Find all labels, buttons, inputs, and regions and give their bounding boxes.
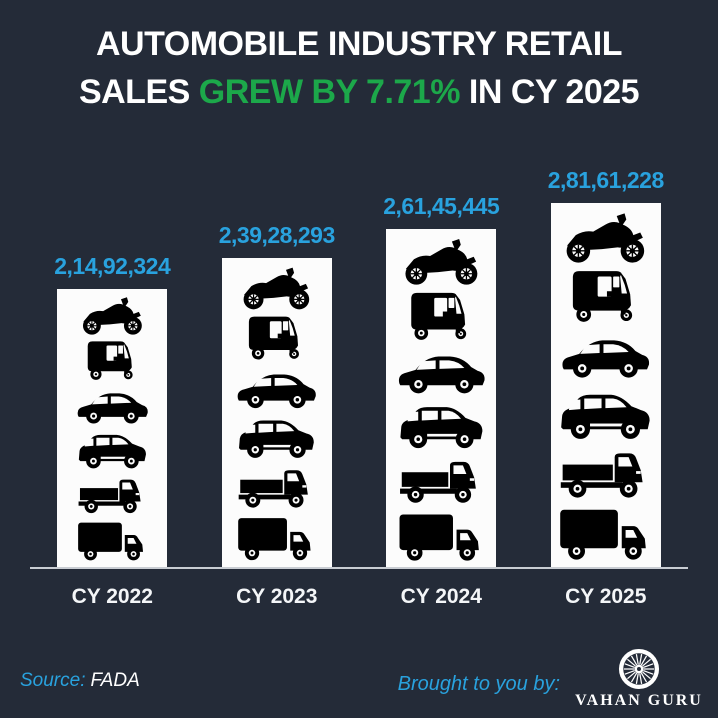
- hatchback-car-icon: [228, 364, 325, 411]
- motorcycle-icon: [557, 209, 654, 265]
- icon-slot: [57, 338, 167, 383]
- pickup-truck-icon: [228, 464, 325, 511]
- auto-rickshaw-icon: [557, 268, 654, 324]
- bar: [57, 289, 168, 567]
- auto-rickshaw-icon: [64, 339, 161, 381]
- spoked-wheel-icon: [618, 648, 660, 690]
- bar-column: 2,61,45,445: [383, 193, 500, 567]
- box-truck-icon: [393, 510, 490, 562]
- pickup-truck-icon: [557, 446, 654, 502]
- suv-car-icon: [557, 387, 654, 443]
- pickup-truck-icon: [64, 474, 161, 516]
- category-label: CY 2024: [400, 585, 482, 608]
- icon-slot: [551, 385, 661, 444]
- icon-slot: [222, 362, 332, 412]
- chart-categories-row: CY 2022 CY 2023 CY 2024 CY 2025: [30, 569, 688, 609]
- title-line-2: SALES GREW BY 7.71% IN CY 2025: [16, 68, 702, 116]
- icon-slot: [222, 262, 332, 312]
- bar-value-label: 2,81,61,228: [547, 167, 665, 193]
- bar-chart: 2,14,92,324 2,39,28,293 2,61,45,445 2,81,61…: [30, 160, 688, 609]
- source-value: FADA: [90, 670, 140, 691]
- title-line-1: AUTOMOBILE INDUSTRY RETAIL: [96, 25, 622, 63]
- bar-value-label: 2,39,28,293: [218, 222, 336, 248]
- title-line2-suffix: IN CY 2025: [459, 73, 640, 111]
- box-truck-icon: [557, 505, 654, 561]
- bar: [386, 229, 497, 567]
- auto-rickshaw-icon: [228, 314, 325, 361]
- category-label: CY 2025: [565, 585, 647, 608]
- icon-slot: [222, 413, 332, 463]
- hatchback-car-icon: [64, 384, 161, 426]
- icon-slot: [57, 473, 167, 518]
- category-label: CY 2023: [236, 585, 318, 608]
- bar-value-label: 2,61,45,445: [383, 193, 500, 219]
- icon-slot: [222, 463, 332, 513]
- brand-name: VAHAN GURU: [575, 692, 703, 709]
- icon-slot: [386, 508, 496, 563]
- wheel-spokes: [623, 654, 655, 684]
- page-title: AUTOMOBILE INDUSTRY RETAIL SALES GREW BY…: [16, 20, 702, 116]
- icon-slot: [57, 428, 167, 473]
- icon-slot: [551, 444, 661, 503]
- chart-bars-row: 2,14,92,324 2,39,28,293 2,61,45,445 2,81,61…: [30, 160, 688, 569]
- suv-car-icon: [393, 400, 490, 452]
- icon-slot: [551, 326, 661, 385]
- suv-car-icon: [228, 414, 325, 461]
- bar-value-label: 2,14,92,324: [54, 253, 171, 279]
- suv-car-icon: [64, 429, 161, 471]
- icon-slot: [551, 266, 661, 325]
- hatchback-car-icon: [393, 345, 490, 397]
- icon-slot: [551, 504, 661, 563]
- hatchback-car-icon: [557, 327, 654, 383]
- icon-slot: [386, 288, 496, 343]
- brought-by-text: Brought to you by:: [397, 673, 560, 695]
- auto-rickshaw-icon: [393, 290, 490, 342]
- title-growth-highlight: GREW BY 7.71%: [198, 73, 461, 111]
- motorcycle-icon: [228, 264, 325, 311]
- bar-column: 2,81,61,228: [548, 167, 664, 567]
- title-line2-prefix: SALES: [78, 73, 199, 111]
- icon-slot: [386, 233, 496, 288]
- motorcycle-icon: [393, 235, 490, 287]
- icon-slot: [386, 453, 496, 508]
- box-truck-icon: [228, 514, 325, 561]
- icon-slot: [551, 207, 661, 266]
- icon-slot: [57, 518, 167, 563]
- source-note: Source: FADA: [20, 670, 140, 692]
- motorcycle-icon: [64, 294, 161, 336]
- icon-slot: [386, 343, 496, 398]
- bar-column: 2,39,28,293: [219, 222, 335, 567]
- icon-slot: [57, 383, 167, 428]
- icon-slot: [222, 513, 332, 563]
- icon-slot: [57, 293, 167, 338]
- bar: [550, 203, 661, 567]
- category-label: CY 2022: [71, 585, 153, 608]
- source-label: Source:: [20, 670, 86, 691]
- icon-slot: [222, 312, 332, 362]
- brand-block: VAHAN GURU: [568, 648, 710, 710]
- pickup-truck-icon: [393, 455, 490, 507]
- bar-column: 2,14,92,324: [54, 253, 171, 567]
- icon-slot: [386, 398, 496, 453]
- bar: [221, 258, 332, 567]
- box-truck-icon: [64, 519, 161, 561]
